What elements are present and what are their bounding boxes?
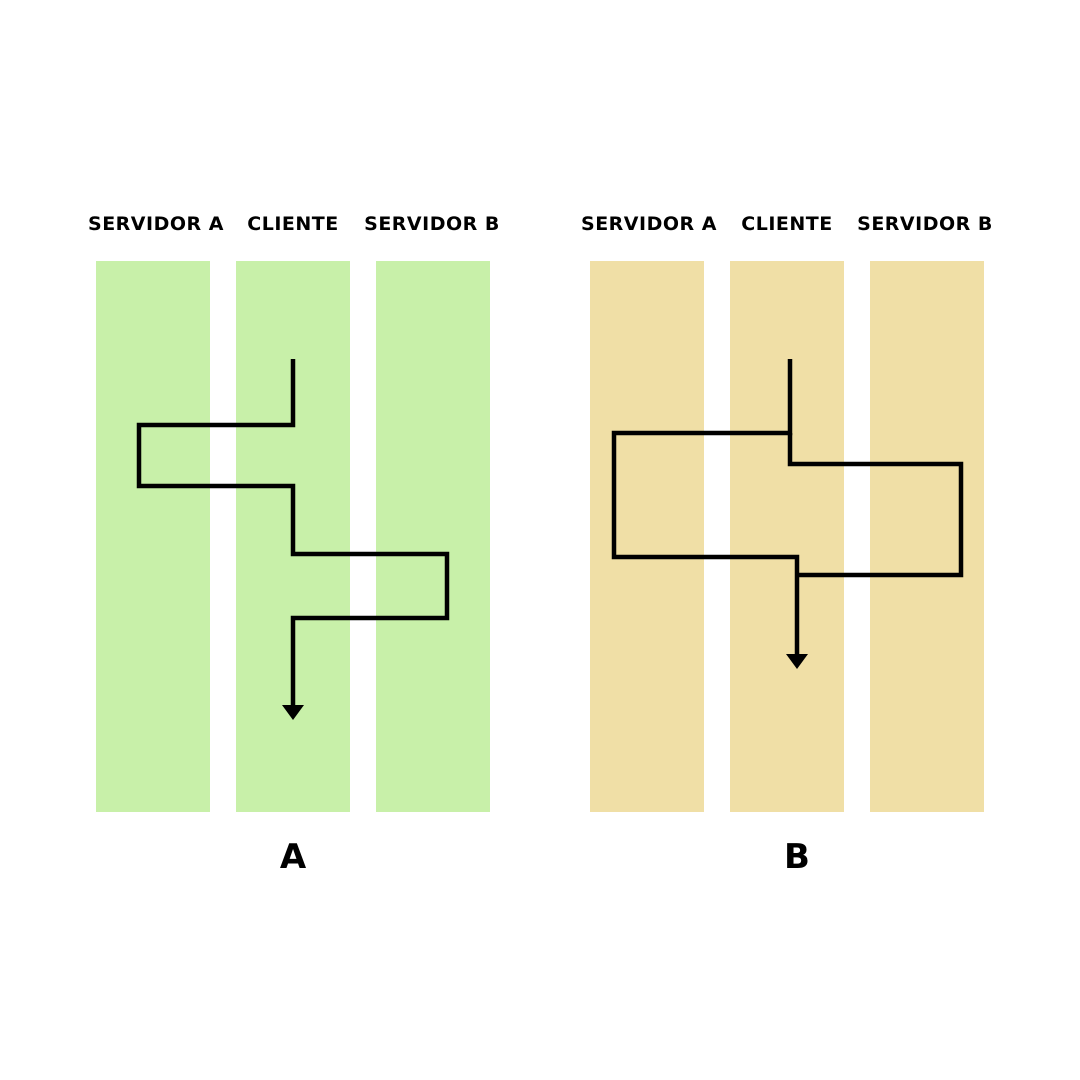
diagram-a-lane-servidor-b [376,261,490,812]
diagram-b-lane-servidor-a [590,261,704,812]
diagram-b-lane-title-servidor-a: SERVIDOR A [581,213,717,235]
diagram-b-lane-title-cliente: CLIENTE [741,213,832,235]
diagram-a-lane-title-servidor-b: SERVIDOR B [364,213,500,235]
diagram-b-arrow-head [786,654,808,669]
diagram-b: SERVIDOR A CLIENTE SERVIDOR B B [581,213,993,877]
diagram-a-label: A [280,837,307,877]
diagram-b-flow-path-request-b [787,433,964,578]
diagram-a-lane-servidor-a [96,261,210,812]
diagram-b-lane-title-servidor-b: SERVIDOR B [857,213,993,235]
diagram-b-lane-cliente [730,261,844,812]
diagram-a-lane-title-cliente: CLIENTE [247,213,338,235]
diagram-a-lane-title-servidor-a: SERVIDOR A [88,213,224,235]
diagram-b-lane-servidor-b [870,261,984,812]
diagram-a-arrow-head [282,705,304,720]
diagram-a: SERVIDOR A CLIENTE SERVIDOR B A [88,213,500,877]
diagram-a-flow-path [136,359,450,708]
diagram-b-label: B [784,837,810,877]
